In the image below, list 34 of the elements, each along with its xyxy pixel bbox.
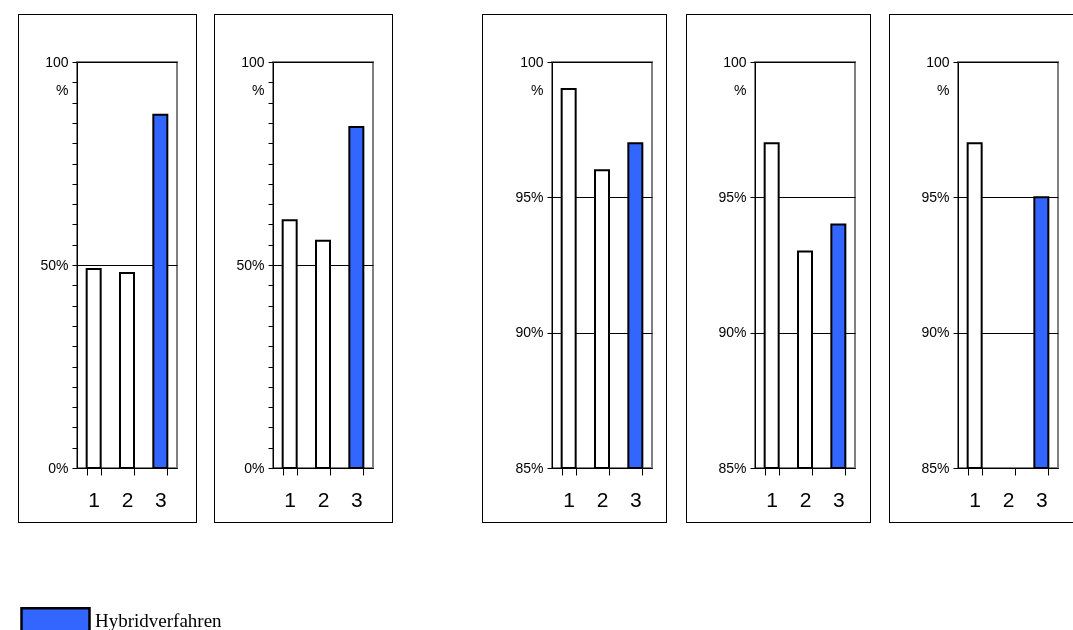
x-tick-label: 1 <box>969 487 982 511</box>
y-tick-label: 50% <box>40 256 69 273</box>
y-tick-label: 100 % <box>241 53 265 98</box>
x-tick-label: 2 <box>596 487 609 511</box>
x-tick-label: 1 <box>284 487 297 511</box>
x-tick-label: 2 <box>799 487 812 511</box>
x-tick-label: 1 <box>766 487 779 511</box>
x-tick-label: 2 <box>1002 487 1015 511</box>
x-tick-label: 3 <box>1035 487 1048 511</box>
y-tick-label: 95% <box>921 188 950 205</box>
x-tick-label: 2 <box>317 487 330 511</box>
y-tick-label: 100 % <box>926 53 950 98</box>
y-tick-label: 50% <box>236 256 265 273</box>
x-tick-label: 1 <box>88 487 101 511</box>
y-tick-label: 95% <box>718 188 747 205</box>
y-tick-label: 95% <box>515 188 544 205</box>
x-tick-label: 3 <box>350 487 363 511</box>
y-tick-label: 100 % <box>45 53 69 98</box>
y-tick-label: 85% <box>515 459 544 476</box>
y-tick-label: 85% <box>718 459 747 476</box>
x-tick-label: 3 <box>154 487 167 511</box>
y-tick-label: 0% <box>244 459 265 476</box>
y-tick-label: 0% <box>48 459 69 476</box>
x-tick-label: 3 <box>629 487 642 511</box>
x-tick-label: 2 <box>121 487 134 511</box>
y-tick-label: 90% <box>515 324 544 341</box>
y-tick-label: 100 % <box>520 53 544 98</box>
y-tick-label: 90% <box>921 324 950 341</box>
y-tick-label: 100 % <box>723 53 747 98</box>
x-tick-label: 3 <box>832 487 845 511</box>
x-tick-label: 1 <box>563 487 576 511</box>
y-tick-label: 90% <box>718 324 747 341</box>
legend-label: Hybridverfahren <box>95 609 223 630</box>
y-tick-label: 85% <box>921 459 950 476</box>
